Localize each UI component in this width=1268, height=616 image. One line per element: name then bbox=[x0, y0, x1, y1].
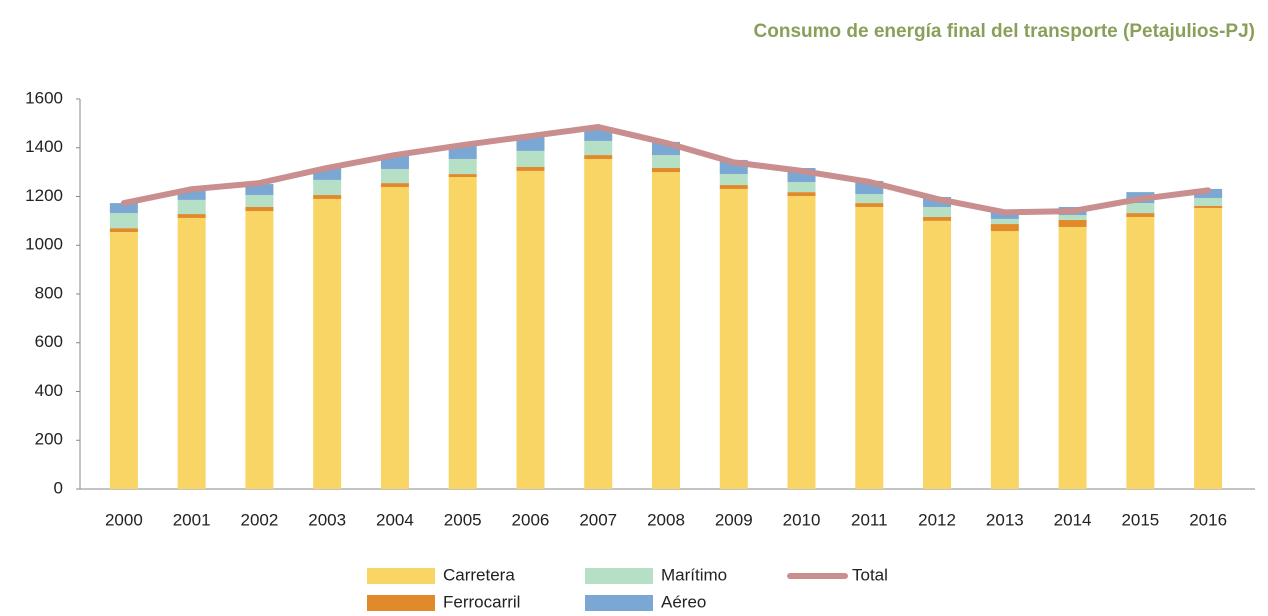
total-line bbox=[120, 124, 1212, 216]
x-tick-label: 2011 bbox=[851, 510, 888, 529]
x-tick-label: 2004 bbox=[376, 510, 414, 529]
bar-segment bbox=[855, 203, 884, 207]
x-tick-label: 2014 bbox=[1054, 510, 1092, 529]
bar-segment bbox=[652, 167, 680, 173]
bar-segment bbox=[448, 158, 477, 175]
y-tick-label: 400 bbox=[35, 381, 63, 400]
bar-segment bbox=[177, 199, 206, 215]
bar-segment bbox=[1194, 188, 1223, 198]
bar-segment bbox=[1126, 203, 1155, 214]
bar-segment bbox=[719, 185, 748, 189]
bar-segment bbox=[1058, 226, 1087, 489]
bar-segment bbox=[516, 170, 545, 489]
bar-segment bbox=[719, 174, 748, 186]
bar-segment bbox=[1126, 216, 1155, 489]
x-tick-label: 2012 bbox=[918, 510, 956, 529]
chart-title: Consumo de energía final del transporte … bbox=[754, 21, 1255, 42]
bar-segment bbox=[109, 232, 138, 489]
legend-label: Aéreo bbox=[661, 592, 706, 611]
legend-swatch bbox=[367, 595, 435, 611]
bar-segment bbox=[448, 177, 477, 489]
bar-segment bbox=[652, 155, 680, 168]
bar-segment bbox=[516, 167, 545, 171]
legend-label: Ferrocarril bbox=[443, 592, 520, 611]
y-tick-label: 800 bbox=[35, 283, 63, 302]
bar-segment bbox=[380, 183, 409, 187]
bar-segment bbox=[245, 206, 274, 212]
bar-segment bbox=[584, 155, 613, 159]
y-tick-label: 200 bbox=[35, 430, 63, 449]
bar-segment bbox=[584, 140, 613, 156]
x-tick-label: 2008 bbox=[647, 510, 685, 529]
x-tick-label: 2006 bbox=[512, 510, 550, 529]
legend-swatch bbox=[585, 568, 653, 584]
legend-swatch bbox=[367, 568, 435, 584]
bar-segment bbox=[245, 211, 274, 489]
bar-segment bbox=[448, 174, 477, 177]
bar-segment bbox=[855, 206, 884, 489]
x-tick-label: 2015 bbox=[1121, 510, 1159, 529]
bar-segment bbox=[177, 217, 206, 489]
bar-segment bbox=[1058, 219, 1087, 227]
x-tick-label: 2010 bbox=[783, 510, 821, 529]
bar-segment bbox=[990, 218, 1019, 225]
bar-segment bbox=[313, 198, 342, 489]
y-tick-label: 1200 bbox=[25, 186, 63, 205]
x-tick-label: 2001 bbox=[173, 510, 211, 529]
bar-segment bbox=[652, 172, 680, 489]
bar-segment bbox=[923, 206, 952, 217]
bar-segment bbox=[1126, 213, 1155, 217]
bar-segment bbox=[1058, 215, 1087, 220]
x-tick-label: 2009 bbox=[715, 510, 753, 529]
bar-segment bbox=[109, 228, 138, 233]
bar-segment bbox=[313, 195, 342, 199]
bar-segment bbox=[313, 167, 342, 180]
bar-segment bbox=[109, 203, 138, 214]
bar-segment bbox=[1194, 207, 1223, 490]
bar-segment bbox=[855, 194, 884, 204]
x-tick-label: 2005 bbox=[444, 510, 482, 529]
bar-segment bbox=[1194, 206, 1223, 208]
bar-segment bbox=[245, 195, 274, 207]
y-tick-label: 1600 bbox=[25, 88, 63, 107]
bar-segment bbox=[109, 213, 138, 229]
bar-segment bbox=[245, 184, 274, 196]
bar-segment bbox=[990, 231, 1019, 490]
bar-segment bbox=[380, 168, 409, 184]
x-tick-label: 2016 bbox=[1189, 510, 1227, 529]
y-tick-label: 1000 bbox=[25, 235, 63, 254]
bar-segment bbox=[923, 216, 952, 221]
bar-segment bbox=[177, 214, 206, 218]
x-tick-label: 2013 bbox=[986, 510, 1024, 529]
x-tick-label: 2000 bbox=[105, 510, 143, 529]
y-tick-label: 600 bbox=[35, 332, 63, 351]
bar-segment bbox=[719, 188, 748, 489]
bar-segment bbox=[1194, 197, 1223, 207]
bar-segment bbox=[787, 196, 816, 489]
bar-segment bbox=[313, 179, 342, 196]
y-tick-label: 1400 bbox=[25, 137, 63, 156]
bar-segment bbox=[787, 192, 816, 197]
legend-swatch bbox=[585, 595, 653, 611]
y-tick-label: 0 bbox=[54, 478, 63, 497]
legend-label: Total bbox=[852, 565, 888, 584]
x-tick-label: 2003 bbox=[308, 510, 346, 529]
bar-segment bbox=[584, 158, 613, 489]
bar-segment bbox=[177, 189, 206, 200]
bar-segment bbox=[380, 186, 409, 489]
legend-label: Marítimo bbox=[661, 565, 727, 584]
legend-label: Carretera bbox=[443, 565, 515, 584]
x-tick-label: 2007 bbox=[579, 510, 617, 529]
bar-segment bbox=[923, 220, 952, 489]
bar-segment bbox=[990, 224, 1019, 232]
bar-segment bbox=[787, 182, 816, 193]
x-tick-label: 2002 bbox=[240, 510, 278, 529]
bar-segment bbox=[516, 150, 545, 168]
